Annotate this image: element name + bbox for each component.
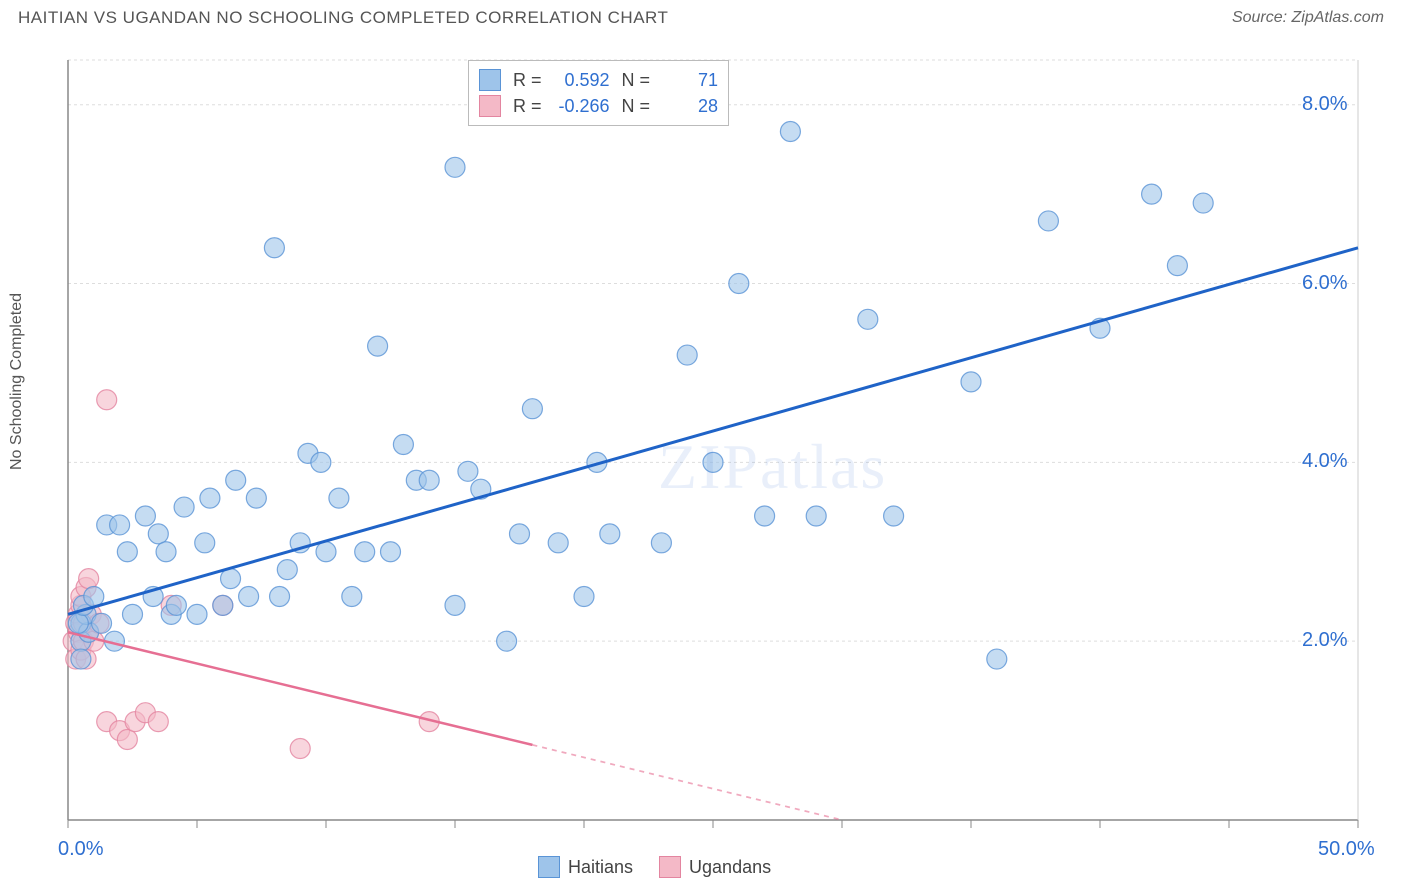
chart-title: HAITIAN VS UGANDAN NO SCHOOLING COMPLETE… [18, 8, 668, 28]
r-value-ugandans: -0.266 [550, 96, 610, 117]
legend-swatch-ugandans [659, 856, 681, 878]
n-value-haitians: 71 [658, 70, 718, 91]
chart-area: No Schooling Completed ZIPatlas R = 0.59… [18, 40, 1388, 880]
legend-item-haitians: Haitians [538, 856, 633, 878]
n-label: N = [622, 96, 651, 117]
r-value-haitians: 0.592 [550, 70, 610, 91]
n-value-ugandans: 28 [658, 96, 718, 117]
legend-label: Haitians [568, 857, 633, 878]
y-axis-tick-label: 2.0% [1302, 629, 1348, 652]
legend-label: Ugandans [689, 857, 771, 878]
legend-stats: R = 0.592 N = 71 R = -0.266 N = 28 [468, 60, 729, 126]
legend-swatch-haitians [479, 69, 501, 91]
r-label: R = [513, 96, 542, 117]
legend-stats-row: R = -0.266 N = 28 [479, 93, 718, 119]
y-axis-tick-label: 6.0% [1302, 272, 1348, 295]
legend-item-ugandans: Ugandans [659, 856, 771, 878]
scatter-plot-svg [18, 40, 1388, 880]
legend-swatch-haitians [538, 856, 560, 878]
y-axis-tick-label: 4.0% [1302, 450, 1348, 473]
legend-stats-row: R = 0.592 N = 71 [479, 67, 718, 93]
n-label: N = [622, 70, 651, 91]
legend-series: Haitians Ugandans [538, 856, 771, 878]
x-axis-tick-label: 50.0% [1318, 838, 1375, 861]
chart-source: Source: ZipAtlas.com [1232, 9, 1384, 27]
legend-swatch-ugandans [479, 95, 501, 117]
x-axis-tick-label: 0.0% [58, 838, 104, 861]
y-axis-tick-label: 8.0% [1302, 93, 1348, 116]
r-label: R = [513, 70, 542, 91]
